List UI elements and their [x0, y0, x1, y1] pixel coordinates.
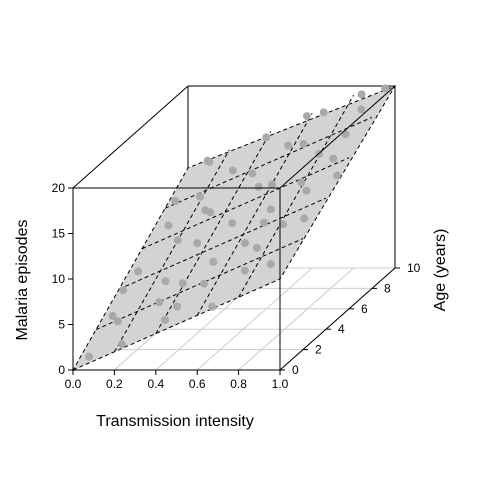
z-tick-label: 20	[52, 181, 66, 195]
data-point	[299, 139, 308, 148]
data-point	[161, 277, 170, 286]
data-point	[200, 279, 209, 288]
data-point	[118, 340, 126, 349]
data-point	[206, 208, 215, 217]
z-tick-label: 15	[52, 227, 66, 241]
floor-grid-line	[238, 267, 354, 371]
plane-grid-line	[238, 94, 355, 298]
y-tick-label: 8	[384, 281, 391, 295]
data-point	[259, 218, 268, 227]
x-axis-label: Transmission intensity	[96, 413, 254, 430]
data-point	[85, 352, 94, 361]
data-point	[302, 112, 311, 121]
y-axis-label: Age (years)	[432, 229, 449, 312]
data-point	[173, 236, 182, 245]
z-tick-label: 10	[52, 272, 66, 286]
data-point	[254, 182, 263, 191]
data-point	[284, 141, 293, 150]
box-edge	[72, 85, 189, 189]
data-point	[108, 311, 117, 320]
box-edge	[279, 267, 396, 371]
z-tick-label: 0	[58, 363, 65, 377]
plane-grid-line	[113, 149, 230, 353]
data-point	[262, 133, 271, 142]
data-point	[266, 260, 275, 269]
box-edge	[279, 85, 396, 189]
data-point	[208, 302, 217, 311]
data-point	[357, 105, 366, 114]
x-tick-label: 1.0	[272, 377, 289, 391]
data-point	[155, 298, 164, 307]
box-front-edges	[72, 85, 396, 371]
data-point	[193, 239, 202, 248]
data-point	[329, 154, 338, 163]
data-point	[164, 221, 173, 230]
x-tick-label: 0.4	[147, 377, 164, 391]
plane-grid-line	[118, 197, 327, 290]
x-tick-label: 0.0	[65, 377, 82, 391]
y-tick-label: 4	[338, 322, 345, 336]
data-point	[228, 166, 237, 175]
data-point	[161, 316, 169, 324]
data-point	[209, 257, 218, 266]
y-tick-label: 6	[361, 302, 368, 316]
data-point	[173, 302, 182, 311]
y-tick-label: 2	[315, 343, 322, 357]
data-point	[119, 286, 128, 295]
x-tick-label: 0.6	[189, 377, 206, 391]
data-point	[319, 108, 328, 117]
data-point	[134, 267, 143, 276]
data-point	[297, 178, 306, 187]
data-point	[241, 239, 249, 247]
data-point	[300, 214, 309, 223]
data-point	[171, 197, 180, 205]
x-tick-label: 0.2	[106, 377, 123, 391]
data-point	[228, 219, 237, 228]
data-point	[341, 130, 350, 139]
y-tick-label: 10	[407, 261, 421, 275]
plane-grid-line	[196, 113, 313, 316]
x-tick-label: 0.8	[230, 377, 247, 391]
data-point	[279, 220, 287, 229]
data-point	[178, 279, 187, 288]
data-point	[113, 317, 122, 326]
data-point	[333, 171, 341, 180]
data-point	[205, 157, 214, 166]
data-point	[196, 192, 204, 201]
data-point	[302, 186, 311, 195]
z-tick-label: 5	[58, 318, 65, 332]
data-points	[85, 84, 390, 361]
y-tick-label: 0	[292, 363, 299, 377]
plane-grid-line	[95, 238, 304, 331]
floor-grid-line	[196, 267, 313, 371]
data-point	[240, 266, 249, 275]
data-point	[267, 180, 276, 189]
plane-grid-line	[141, 157, 350, 250]
data-point	[248, 169, 257, 178]
data-point	[381, 84, 390, 93]
data-point	[266, 205, 275, 214]
data-point	[253, 244, 261, 252]
data-point	[357, 90, 366, 99]
plane-grid-line	[155, 131, 272, 334]
z-axis-label: Malaria episodes	[14, 220, 31, 341]
